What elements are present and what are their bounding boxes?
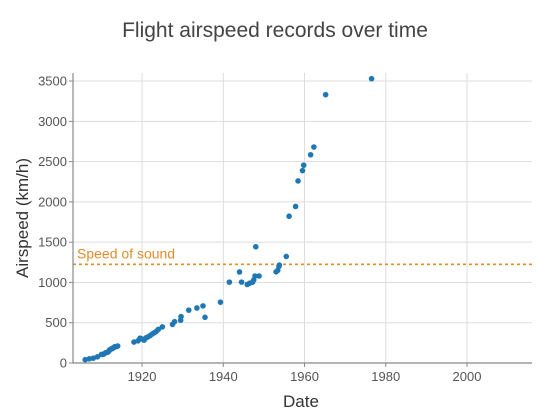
x-tick-label: 2000 bbox=[453, 369, 482, 384]
data-point bbox=[185, 307, 192, 313]
data-point bbox=[307, 151, 314, 158]
data-point bbox=[178, 313, 184, 320]
data-point bbox=[286, 213, 292, 220]
grid-lines bbox=[73, 73, 532, 363]
y-tick-label: 3000 bbox=[38, 114, 67, 129]
y-tick-label: 500 bbox=[45, 315, 67, 330]
data-point bbox=[236, 269, 243, 275]
data-point bbox=[252, 273, 258, 279]
data-point bbox=[202, 314, 208, 321]
speed-of-sound-label: Speed of sound bbox=[77, 245, 175, 261]
x-tick-label: 1940 bbox=[209, 369, 238, 384]
data-point bbox=[295, 178, 301, 184]
data-point bbox=[311, 144, 317, 150]
data-point bbox=[322, 91, 329, 98]
x-tick-label: 1920 bbox=[128, 369, 157, 384]
x-tick-label: 1980 bbox=[371, 369, 400, 384]
data-point bbox=[200, 303, 206, 309]
data-point bbox=[256, 273, 262, 279]
data-point bbox=[292, 203, 299, 210]
data-point bbox=[300, 162, 307, 169]
y-axis-label: Airspeed (km/h) bbox=[13, 158, 32, 278]
data-point bbox=[238, 279, 245, 285]
data-point bbox=[94, 353, 101, 360]
data-point bbox=[299, 167, 306, 174]
data-point bbox=[114, 343, 121, 349]
data-point bbox=[155, 326, 162, 333]
y-tick-label: 1500 bbox=[38, 235, 67, 250]
speed-of-sound-reference: Speed of sound bbox=[73, 245, 532, 266]
x-tick-label: 1960 bbox=[290, 369, 319, 384]
y-tick-label: 1000 bbox=[38, 275, 67, 290]
y-axis-ticks: 0 500 1000 1500 2000 2500 3000 3500 bbox=[38, 74, 73, 371]
data-points bbox=[82, 75, 375, 363]
x-axis-label: Date bbox=[283, 392, 319, 411]
x-axis-ticks: 1920 1940 1960 1980 2000 bbox=[128, 363, 482, 384]
y-tick-label: 2000 bbox=[38, 194, 67, 209]
data-point bbox=[159, 324, 166, 330]
y-tick-label: 3500 bbox=[38, 74, 67, 89]
data-point bbox=[171, 318, 178, 325]
data-point bbox=[368, 75, 375, 82]
data-point bbox=[194, 305, 200, 311]
chart-title: Flight airspeed records over time bbox=[122, 19, 428, 42]
data-point bbox=[283, 253, 290, 260]
data-point bbox=[217, 299, 224, 305]
data-point bbox=[226, 279, 233, 285]
data-point bbox=[252, 243, 259, 250]
y-tick-label: 0 bbox=[60, 356, 67, 371]
data-point bbox=[276, 262, 283, 268]
y-tick-label: 2500 bbox=[38, 154, 67, 169]
